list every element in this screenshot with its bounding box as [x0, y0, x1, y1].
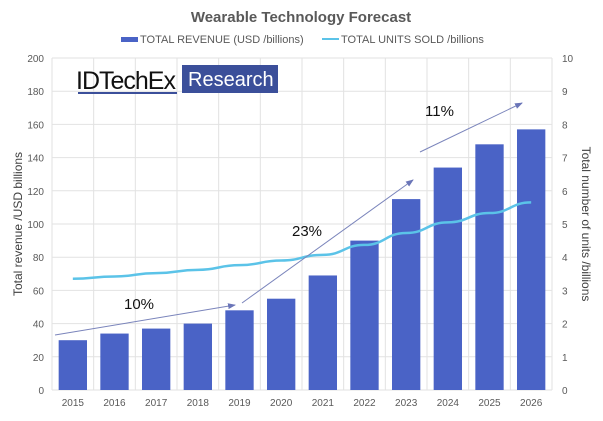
x-tick-label: 2020: [270, 398, 293, 409]
legend: TOTAL REVENUE (USD /billions) TOTAL UNIT…: [121, 34, 484, 46]
y-tick-label: 40: [33, 320, 45, 331]
y2-tick-label: 3: [562, 286, 568, 297]
bar-2019: [225, 310, 253, 390]
y2-tick-label: 4: [562, 253, 568, 264]
x-tick-label: 2025: [478, 398, 501, 409]
x-tick-label: 2016: [103, 398, 126, 409]
x-tick-label: 2022: [353, 398, 376, 409]
bar-2022: [350, 241, 378, 390]
bar-2017: [142, 329, 170, 390]
y2-tick-label: 8: [562, 120, 568, 131]
y2-tick-label: 5: [562, 220, 568, 231]
y2-tick-label: 0: [562, 386, 568, 397]
chart-title: Wearable Technology Forecast: [191, 9, 411, 26]
legend-label-units: TOTAL UNITS SOLD /billions: [341, 34, 484, 46]
legend-swatch-units: [322, 38, 339, 40]
bar-2020: [267, 299, 295, 390]
y-axis-label: Total revenue /USD billions: [11, 152, 25, 296]
bar-2026: [517, 129, 545, 390]
bar-2024: [434, 168, 462, 390]
legend-label-revenue: TOTAL REVENUE (USD /billions): [140, 34, 304, 46]
bar-2018: [184, 324, 212, 390]
growth-label: 11%: [425, 103, 454, 120]
x-tick-label: 2017: [145, 398, 168, 409]
y2-tick-label: 6: [562, 187, 568, 198]
y-tick-label: 20: [33, 353, 45, 364]
logo-research: Research: [188, 69, 274, 91]
y-tick-label: 200: [27, 54, 44, 65]
y-tick-label: 100: [27, 220, 44, 231]
y-tick-label: 160: [27, 120, 44, 131]
y-tick-label: 0: [38, 386, 44, 397]
x-tick-label: 2021: [312, 398, 335, 409]
legend-swatch-revenue: [121, 37, 138, 42]
x-tick-label: 2015: [62, 398, 85, 409]
y-tick-label: 60: [33, 286, 45, 297]
growth-label: 10%: [124, 296, 154, 313]
bar-2021: [309, 275, 337, 390]
bar-2016: [100, 334, 128, 390]
growth-label: 23%: [292, 223, 322, 240]
bar-2015: [59, 340, 87, 390]
x-tick-label: 2026: [520, 398, 543, 409]
x-tick-label: 2024: [437, 398, 460, 409]
logo-idtechex: IDTechEx: [76, 67, 176, 95]
x-tick-label: 2019: [228, 398, 251, 409]
y2-axis-label: Total number of units /billions: [579, 147, 593, 302]
x-tick-label: 2023: [395, 398, 418, 409]
y-tick-label: 140: [27, 154, 44, 165]
bar-2025: [475, 144, 503, 390]
y2-tick-label: 7: [562, 154, 568, 165]
logo-underline: [78, 92, 177, 94]
y-tick-label: 120: [27, 187, 44, 198]
y2-tick-label: 9: [562, 87, 568, 98]
x-tick-label: 2018: [187, 398, 210, 409]
y-tick-label: 180: [27, 87, 44, 98]
y-tick-label: 80: [33, 253, 45, 264]
bar-2023: [392, 199, 420, 390]
y2-tick-label: 2: [562, 320, 568, 331]
y2-tick-label: 10: [562, 54, 574, 65]
y2-tick-label: 1: [562, 353, 568, 364]
